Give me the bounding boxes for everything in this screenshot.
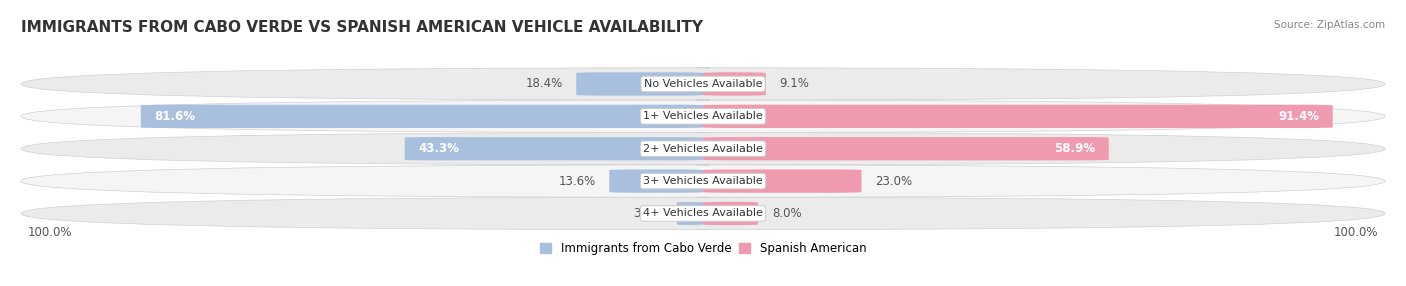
FancyBboxPatch shape xyxy=(141,105,703,128)
FancyBboxPatch shape xyxy=(609,169,703,193)
Text: 81.6%: 81.6% xyxy=(155,110,195,123)
FancyBboxPatch shape xyxy=(675,202,704,225)
Text: 2+ Vehicles Available: 2+ Vehicles Available xyxy=(643,144,763,154)
FancyBboxPatch shape xyxy=(21,68,1385,100)
FancyBboxPatch shape xyxy=(576,72,703,96)
Text: 100.0%: 100.0% xyxy=(28,226,72,239)
Text: 58.9%: 58.9% xyxy=(1054,142,1095,155)
FancyBboxPatch shape xyxy=(21,100,1385,132)
Text: IMMIGRANTS FROM CABO VERDE VS SPANISH AMERICAN VEHICLE AVAILABILITY: IMMIGRANTS FROM CABO VERDE VS SPANISH AM… xyxy=(21,20,703,35)
Text: 3.8%: 3.8% xyxy=(634,207,664,220)
Legend: Immigrants from Cabo Verde, Spanish American: Immigrants from Cabo Verde, Spanish Amer… xyxy=(534,237,872,259)
FancyBboxPatch shape xyxy=(21,132,1385,165)
FancyBboxPatch shape xyxy=(703,105,1333,128)
FancyBboxPatch shape xyxy=(703,137,1109,160)
FancyBboxPatch shape xyxy=(21,197,1385,230)
Text: 18.4%: 18.4% xyxy=(526,78,562,90)
Text: 100.0%: 100.0% xyxy=(1334,226,1378,239)
FancyBboxPatch shape xyxy=(703,72,766,96)
FancyBboxPatch shape xyxy=(703,169,862,193)
Text: 4+ Vehicles Available: 4+ Vehicles Available xyxy=(643,208,763,219)
FancyBboxPatch shape xyxy=(405,137,703,160)
Text: 9.1%: 9.1% xyxy=(779,78,810,90)
Text: 91.4%: 91.4% xyxy=(1278,110,1319,123)
Text: 8.0%: 8.0% xyxy=(772,207,801,220)
FancyBboxPatch shape xyxy=(703,202,758,225)
Text: Source: ZipAtlas.com: Source: ZipAtlas.com xyxy=(1274,20,1385,30)
Text: 43.3%: 43.3% xyxy=(419,142,460,155)
FancyBboxPatch shape xyxy=(21,165,1385,197)
Text: 1+ Vehicles Available: 1+ Vehicles Available xyxy=(643,111,763,121)
Text: 13.6%: 13.6% xyxy=(558,174,596,188)
Text: No Vehicles Available: No Vehicles Available xyxy=(644,79,762,89)
Text: 3+ Vehicles Available: 3+ Vehicles Available xyxy=(643,176,763,186)
Text: 23.0%: 23.0% xyxy=(875,174,912,188)
